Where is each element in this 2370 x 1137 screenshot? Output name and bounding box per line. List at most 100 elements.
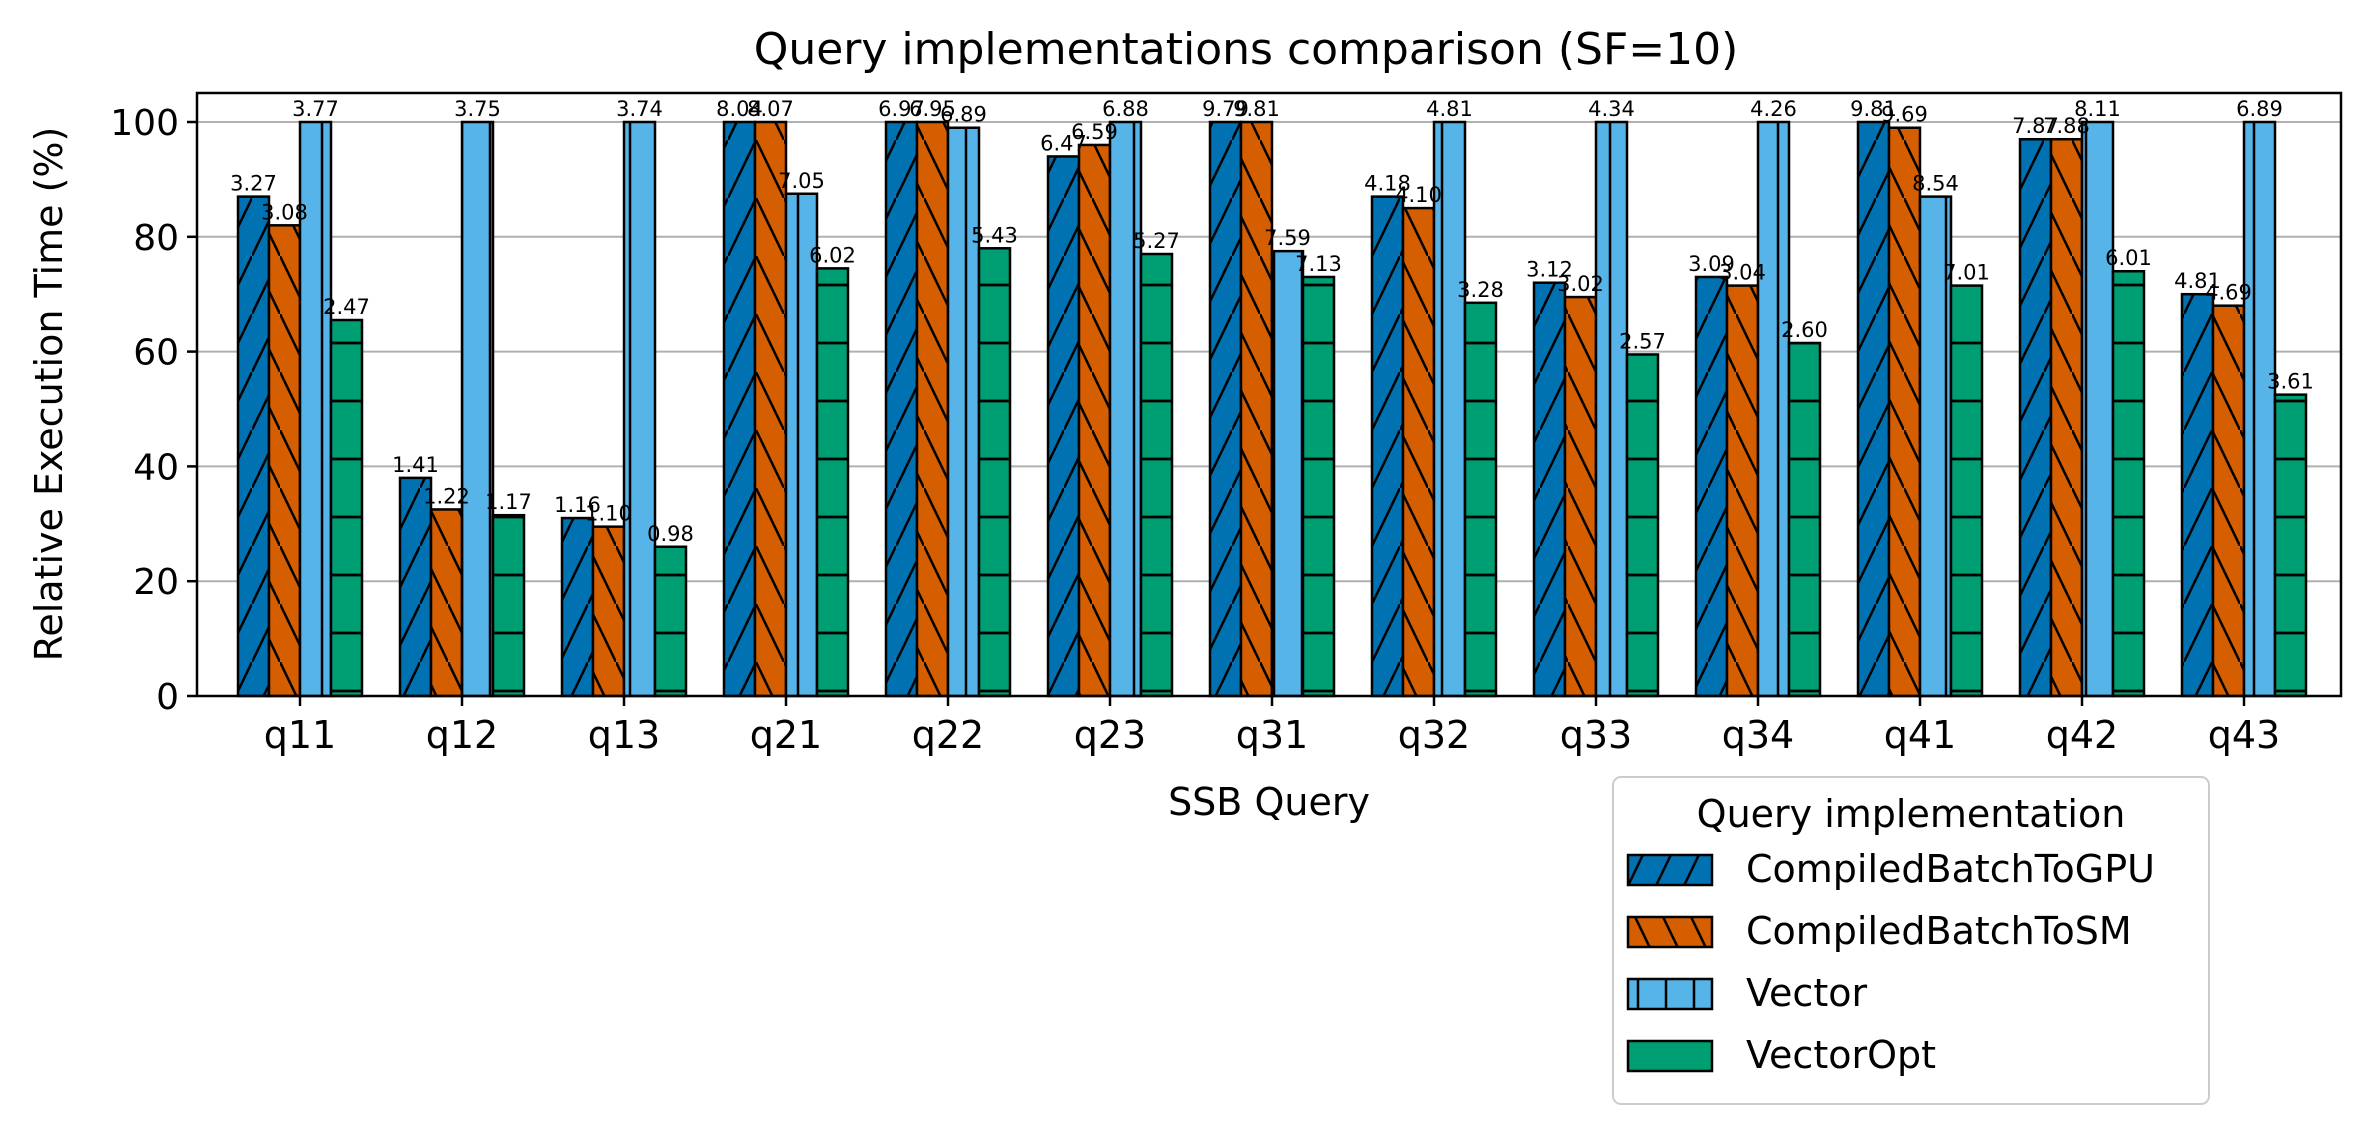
bar-CompiledBatchToGPU-q34 [1694, 275, 1729, 698]
data-label: 8.54 [1912, 172, 1959, 196]
y-tick-label: 80 [133, 218, 179, 259]
data-label: 4.34 [1588, 97, 1635, 121]
bar-Vector-q34 [1756, 120, 1791, 698]
x-tick-label: q41 [1884, 713, 1956, 757]
bar-CompiledBatchToSM-q43 [2211, 304, 2246, 698]
data-label: 2.60 [1781, 318, 1828, 342]
data-label: 3.28 [1457, 278, 1504, 302]
bar-CompiledBatchToSM-q31 [1239, 120, 1274, 698]
bar-VectorOpt-q11 [329, 318, 364, 698]
bar-CompiledBatchToSM-q23 [1077, 143, 1112, 698]
data-label: 8.11 [2074, 97, 2121, 121]
data-label: 6.59 [1071, 120, 1118, 144]
bar-Vector-q13 [622, 120, 657, 698]
bar-VectorOpt-q22 [977, 247, 1012, 698]
data-label: 7.05 [778, 169, 825, 193]
x-tick-label: q13 [588, 713, 660, 757]
data-label: 6.02 [809, 243, 856, 267]
bars [236, 120, 2308, 698]
bar-VectorOpt-q12 [491, 513, 526, 698]
data-label: 7.13 [1295, 252, 1342, 276]
data-label: 3.61 [2267, 370, 2314, 394]
data-label: 1.10 [585, 502, 632, 526]
bar-CompiledBatchToSM-q34 [1725, 284, 1760, 698]
legend-swatch [1626, 1039, 1714, 1073]
data-label: 6.47 [1040, 131, 1087, 155]
data-label: 5.43 [971, 223, 1018, 247]
bar-VectorOpt-q33 [1625, 353, 1660, 698]
data-label: 9.81 [1850, 97, 1897, 121]
bar-CompiledBatchToSM-q41 [1887, 126, 1922, 698]
data-label: 9.79 [1202, 97, 1249, 121]
x-tick-label: q21 [750, 713, 822, 757]
y-axis-label: Relative Execution Time (%) [27, 127, 71, 662]
legend: Query implementation CompiledBatchToGPU C… [1612, 776, 2210, 1105]
y-tick-label: 0 [156, 677, 179, 718]
bar-Vector-q42 [2080, 120, 2115, 698]
legend-swatch [1626, 915, 1714, 949]
x-tick-label: q33 [1560, 713, 1632, 757]
bar-CompiledBatchToSM-q12 [429, 508, 464, 698]
bar-CompiledBatchToGPU-q12 [398, 476, 433, 698]
bar-VectorOpt-q31 [1301, 275, 1336, 698]
x-tick-label: q32 [1398, 713, 1470, 757]
legend-label: CompiledBatchToGPU [1746, 847, 2155, 891]
data-label: 0.98 [647, 522, 694, 546]
data-label: 8.07 [747, 97, 794, 121]
bar-Vector-q21 [784, 192, 819, 698]
bar-VectorOpt-q42 [2111, 269, 2146, 698]
legend-label: Vector [1746, 971, 1867, 1015]
data-label: 9.81 [1233, 97, 1280, 121]
data-label: 4.18 [1364, 172, 1411, 196]
y-tick-label: 40 [133, 447, 179, 488]
bar-CompiledBatchToGPU-q33 [1532, 281, 1567, 698]
legend-swatch [1626, 853, 1714, 887]
bar-CompiledBatchToSM-q33 [1563, 295, 1598, 698]
legend-swatch [1626, 977, 1714, 1011]
data-label: 6.97 [878, 97, 925, 121]
bar-Vector-q43 [2242, 120, 2277, 698]
bar-CompiledBatchToGPU-q22 [884, 120, 919, 698]
bar-Vector-q23 [1108, 120, 1143, 698]
x-tick-label: q43 [2208, 713, 2280, 757]
x-tick-label: q31 [1236, 713, 1308, 757]
data-label: 6.95 [909, 97, 956, 121]
bar-CompiledBatchToGPU-q21 [722, 120, 757, 698]
data-label: 6.89 [2236, 97, 2283, 121]
bar-Vector-q12 [460, 120, 495, 698]
x-axis-label: SSB Query [1168, 780, 1370, 824]
bar-CompiledBatchToGPU-q32 [1370, 195, 1405, 698]
bar-VectorOpt-q34 [1787, 341, 1822, 698]
data-label: 3.75 [454, 97, 501, 121]
bar-Vector-q33 [1594, 120, 1629, 698]
bar-VectorOpt-q32 [1463, 301, 1498, 698]
data-label: 5.27 [1133, 229, 1180, 253]
data-label: 1.41 [392, 453, 439, 477]
legend-label: VectorOpt [1746, 1033, 1936, 1077]
data-label: 4.81 [1426, 97, 1473, 121]
bar-CompiledBatchToGPU-q11 [236, 195, 271, 698]
data-label: 3.08 [261, 200, 308, 224]
bar-CompiledBatchToSM-q42 [2049, 137, 2084, 698]
data-label: 6.88 [1102, 97, 1149, 121]
bar-CompiledBatchToGPU-q43 [2180, 292, 2215, 698]
data-label: 6.89 [940, 103, 987, 127]
data-label: 1.17 [485, 490, 532, 514]
x-tick-label: q11 [264, 713, 336, 757]
bar-VectorOpt-q43 [2273, 393, 2308, 698]
data-label: 7.88 [2043, 114, 2090, 138]
data-label: 1.16 [554, 493, 601, 517]
x-tick-label: q34 [1722, 713, 1794, 757]
bar-CompiledBatchToSM-q22 [915, 120, 950, 698]
data-label: 4.69 [2205, 281, 2252, 305]
x-tick-label: q42 [2046, 713, 2118, 757]
data-label: 8.04 [716, 97, 763, 121]
data-label: 3.02 [1557, 272, 1604, 296]
bar-Vector-q31 [1270, 249, 1305, 698]
bar-Vector-q22 [946, 126, 981, 698]
data-labels: 3.27 3.08 3.77 2.47 1.41 1.22 3.75 1.17 1.161.10… [230, 97, 2314, 546]
data-label: 4.26 [1750, 97, 1797, 121]
x-tick-label: q22 [912, 713, 984, 757]
data-label: 3.04 [1719, 261, 1766, 285]
y-tick-label: 100 [110, 103, 179, 144]
